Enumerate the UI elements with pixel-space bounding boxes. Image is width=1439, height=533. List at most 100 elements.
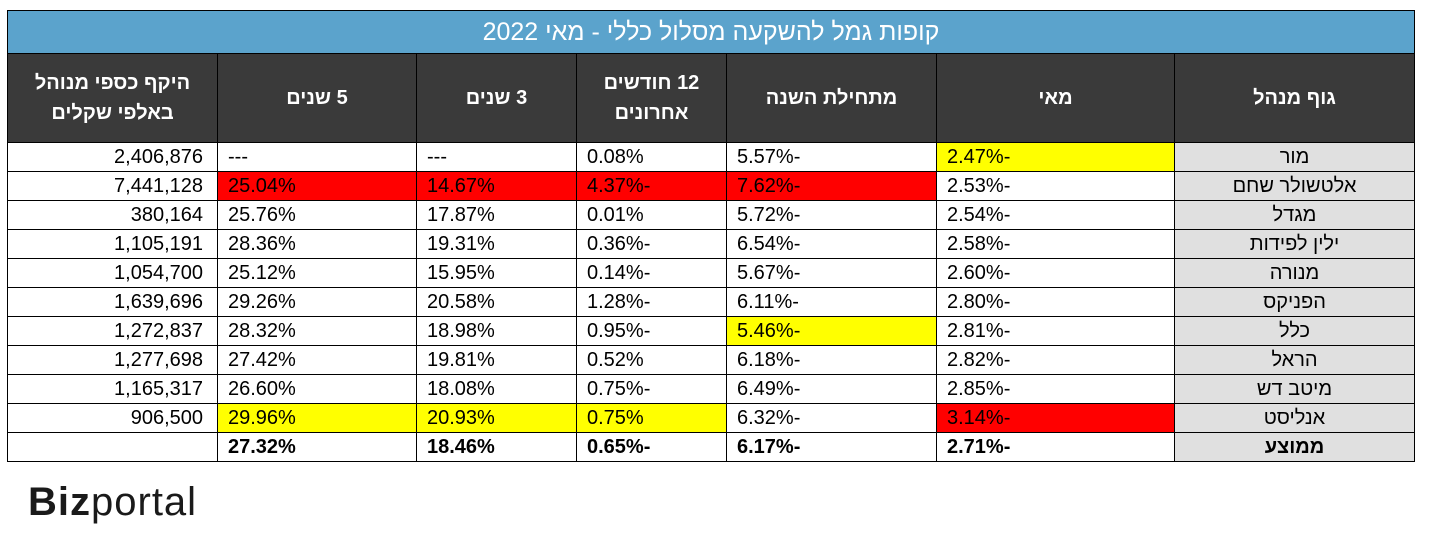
header-3-years: 3 שנים bbox=[416, 53, 577, 143]
cell-may: -2.71% bbox=[936, 432, 1175, 462]
cell-y3: 19.81% bbox=[416, 345, 577, 375]
cell-may: -2.47% bbox=[936, 142, 1175, 172]
cell-m12: -0.95% bbox=[576, 316, 727, 346]
cell-name: ממוצע bbox=[1174, 432, 1415, 462]
table-row: הפניקס -2.80% -6.11% -1.28% 20.58% 29.26% 1,63… bbox=[7, 287, 1415, 317]
table-row: ילין לפידות -2.58% -6.54% -0.36% 19.31% 28.36… bbox=[7, 229, 1415, 259]
cell-m12: 0.08% bbox=[576, 142, 727, 172]
cell-aum: 1,105,191 bbox=[7, 229, 218, 259]
header-5-years: 5 שנים bbox=[217, 53, 417, 143]
cell-name: כלל bbox=[1174, 316, 1415, 346]
cell-m12: 0.52% bbox=[576, 345, 727, 375]
cell-name: אלטשולר שחם bbox=[1174, 171, 1415, 201]
cell-ytd: -5.57% bbox=[726, 142, 937, 172]
cell-y5: 25.76% bbox=[217, 200, 417, 230]
cell-y5: 25.12% bbox=[217, 258, 417, 288]
cell-y5: 26.60% bbox=[217, 374, 417, 404]
cell-y3: 18.98% bbox=[416, 316, 577, 346]
cell-may: -2.58% bbox=[936, 229, 1175, 259]
cell-y5: 27.32% bbox=[217, 432, 417, 462]
cell-ytd: -6.18% bbox=[726, 345, 937, 375]
cell-ytd: -7.62% bbox=[726, 171, 937, 201]
cell-y5: 29.96% bbox=[217, 403, 417, 433]
cell-aum bbox=[7, 432, 218, 462]
cell-may: -2.54% bbox=[936, 200, 1175, 230]
header-ytd: מתחילת השנה bbox=[726, 53, 937, 143]
cell-aum: 7,441,128 bbox=[7, 171, 218, 201]
header-may: מאי bbox=[936, 53, 1175, 143]
fund-table-container: קופות גמל להשקעה מסלול כללי - מאי 2022 ג… bbox=[7, 10, 1415, 462]
cell-ytd: -6.54% bbox=[726, 229, 937, 259]
cell-m12: 0.75% bbox=[576, 403, 727, 433]
cell-m12: -0.14% bbox=[576, 258, 727, 288]
header-manager: גוף מנהל bbox=[1174, 53, 1415, 143]
cell-m12: 0.01% bbox=[576, 200, 727, 230]
cell-may: -2.85% bbox=[936, 374, 1175, 404]
logo-portal: portal bbox=[91, 480, 198, 524]
cell-name: הפניקס bbox=[1174, 287, 1415, 317]
table-row: מגדל -2.54% -5.72% 0.01% 17.87% 25.76% 380,164 bbox=[7, 200, 1415, 230]
cell-y5: 28.32% bbox=[217, 316, 417, 346]
table-row: כלל -2.81% -5.46% -0.95% 18.98% 28.32% 1,272,8… bbox=[7, 316, 1415, 346]
table-title: קופות גמל להשקעה מסלול כללי - מאי 2022 bbox=[7, 10, 1415, 54]
cell-name: אנליסט bbox=[1174, 403, 1415, 433]
table-row: הראל -2.82% -6.18% 0.52% 19.81% 27.42% 1,277,6… bbox=[7, 345, 1415, 375]
cell-aum: 2,406,876 bbox=[7, 142, 218, 172]
cell-may: -3.14% bbox=[936, 403, 1175, 433]
cell-y3: 19.31% bbox=[416, 229, 577, 259]
cell-ytd: -5.67% bbox=[726, 258, 937, 288]
cell-y5: 29.26% bbox=[217, 287, 417, 317]
cell-y3: 17.87% bbox=[416, 200, 577, 230]
cell-may: -2.82% bbox=[936, 345, 1175, 375]
cell-name: ילין לפידות bbox=[1174, 229, 1415, 259]
cell-y5: 28.36% bbox=[217, 229, 417, 259]
cell-ytd: -5.72% bbox=[726, 200, 937, 230]
cell-m12: -0.75% bbox=[576, 374, 727, 404]
cell-name: מיטב דש bbox=[1174, 374, 1415, 404]
table-row: מנורה -2.60% -5.67% -0.14% 15.95% 25.12% 1,054… bbox=[7, 258, 1415, 288]
table-row: מיטב דש -2.85% -6.49% -0.75% 18.08% 26.60% 1,1… bbox=[7, 374, 1415, 404]
table-row: מור -2.47% -5.57% 0.08% --- --- 2,406,876 bbox=[7, 142, 1415, 172]
cell-y3: 18.08% bbox=[416, 374, 577, 404]
cell-m12: -0.36% bbox=[576, 229, 727, 259]
cell-y3: 18.46% bbox=[416, 432, 577, 462]
cell-name: מגדל bbox=[1174, 200, 1415, 230]
cell-may: -2.53% bbox=[936, 171, 1175, 201]
cell-aum: 380,164 bbox=[7, 200, 218, 230]
cell-y3: 14.67% bbox=[416, 171, 577, 201]
cell-y3: --- bbox=[416, 142, 577, 172]
cell-aum: 1,277,698 bbox=[7, 345, 218, 375]
cell-y5: 25.04% bbox=[217, 171, 417, 201]
cell-may: -2.80% bbox=[936, 287, 1175, 317]
cell-y3: 15.95% bbox=[416, 258, 577, 288]
cell-aum: 1,639,696 bbox=[7, 287, 218, 317]
bizportal-logo: Biz portal bbox=[28, 482, 197, 522]
cell-y5: 27.42% bbox=[217, 345, 417, 375]
logo-biz: Biz bbox=[28, 480, 91, 524]
cell-aum: 906,500 bbox=[7, 403, 218, 433]
cell-y3: 20.58% bbox=[416, 287, 577, 317]
cell-m12: -0.65% bbox=[576, 432, 727, 462]
cell-y5: --- bbox=[217, 142, 417, 172]
header-12-months: 12 חודשים אחרונים bbox=[576, 53, 727, 143]
cell-may: -2.60% bbox=[936, 258, 1175, 288]
cell-may: -2.81% bbox=[936, 316, 1175, 346]
table-row: אלטשולר שחם -2.53% -7.62% -4.37% 14.67% 25.04… bbox=[7, 171, 1415, 201]
cell-y3: 20.93% bbox=[416, 403, 577, 433]
table-row: אנליסט -3.14% -6.32% 0.75% 20.93% 29.96% 906,5… bbox=[7, 403, 1415, 433]
header-aum: היקף כספי מנוהל באלפי שקלים bbox=[7, 53, 218, 143]
cell-ytd: -5.46% bbox=[726, 316, 937, 346]
cell-m12: -4.37% bbox=[576, 171, 727, 201]
table-body: מור -2.47% -5.57% 0.08% --- --- 2,406,876 אלטשו… bbox=[7, 142, 1415, 462]
cell-name: מור bbox=[1174, 142, 1415, 172]
cell-aum: 1,165,317 bbox=[7, 374, 218, 404]
cell-aum: 1,272,837 bbox=[7, 316, 218, 346]
cell-ytd: -6.49% bbox=[726, 374, 937, 404]
average-row: ממוצע -2.71% -6.17% -0.65% 18.46% 27.32% bbox=[7, 432, 1415, 462]
cell-ytd: -6.32% bbox=[726, 403, 937, 433]
cell-m12: -1.28% bbox=[576, 287, 727, 317]
header-12-months-label: 12 חודשים אחרונים bbox=[603, 72, 700, 124]
cell-ytd: -6.11% bbox=[726, 287, 937, 317]
cell-ytd: -6.17% bbox=[726, 432, 937, 462]
cell-name: הראל bbox=[1174, 345, 1415, 375]
